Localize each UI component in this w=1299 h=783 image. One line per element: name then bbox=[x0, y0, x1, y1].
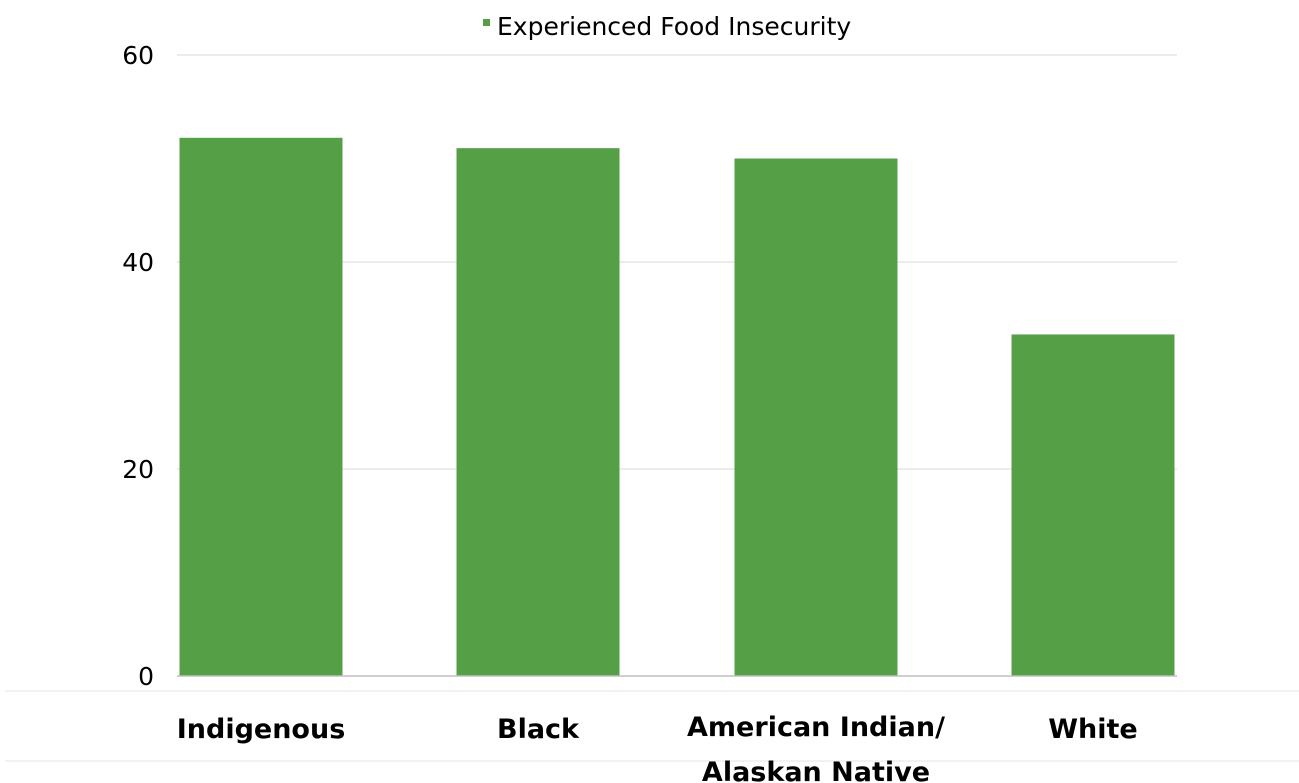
bar bbox=[456, 148, 620, 676]
y-tick-label: 20 bbox=[122, 455, 154, 484]
bars bbox=[179, 137, 1175, 677]
x-category-label: Black bbox=[497, 714, 580, 745]
y-tick-label: 0 bbox=[138, 662, 154, 691]
y-tick-label: 60 bbox=[122, 41, 154, 70]
bar bbox=[179, 137, 343, 677]
legend: Experienced Food Insecurity bbox=[483, 12, 851, 41]
x-category-label: White bbox=[1048, 714, 1137, 745]
legend-swatch bbox=[483, 19, 490, 26]
legend-label: Experienced Food Insecurity bbox=[497, 12, 851, 41]
y-tick-label: 40 bbox=[122, 248, 154, 277]
x-category-labels: Indigenous Black American Indian/Alaskan N… bbox=[177, 712, 1138, 783]
axes bbox=[5, 675, 1299, 762]
x-category-label: Indigenous bbox=[177, 714, 346, 745]
x-category-label: Alaskan Native bbox=[702, 757, 930, 783]
y-tick-labels: 0 20 40 60 bbox=[122, 41, 154, 691]
gridlines bbox=[177, 54, 1177, 470]
bar bbox=[1011, 334, 1175, 676]
x-category-label: American Indian/ bbox=[687, 712, 945, 743]
bar bbox=[734, 158, 898, 676]
